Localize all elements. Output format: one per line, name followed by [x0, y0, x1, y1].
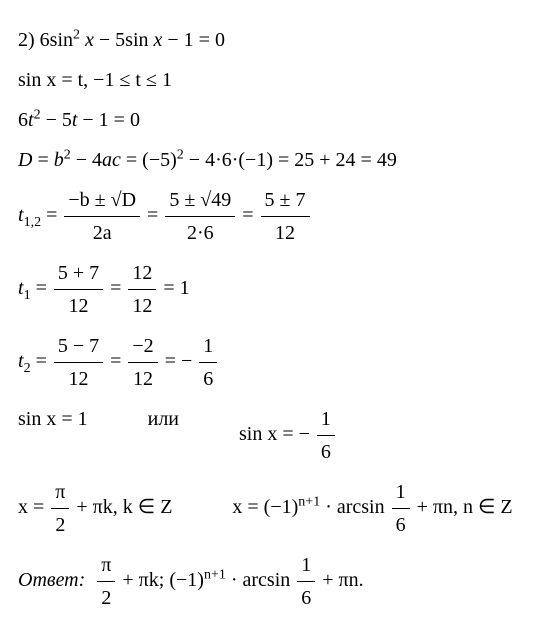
eq2: sin x = t, −1 ≤ t ≤ 1: [18, 69, 172, 91]
equation-line-4: D = b2 − 4ac = (−5)2 − 4·6·(−1) = 25 + 2…: [18, 144, 522, 176]
frac-7-1: 5 − 7 12: [54, 330, 103, 395]
frac-8: 1 6: [317, 403, 335, 468]
frac-7-3: 1 6: [199, 330, 217, 395]
t-sub: 1,2: [24, 215, 42, 230]
equation-line-6: t1 = 5 + 7 12 = 12 12 = 1: [18, 257, 522, 322]
equation-line-3: 6t2 − 5t − 1 = 0: [18, 104, 522, 136]
eq3: 6t2 − 5t − 1 = 0: [18, 109, 140, 131]
frac-6-2: 12 12: [128, 257, 156, 322]
eq1: 2) 6sin2 x − 5sin x − 1 = 0: [18, 29, 225, 51]
frac-7-2: −2 12: [128, 330, 157, 395]
frac-a2: 1 6: [297, 549, 315, 614]
answer-label: Ответ:: [18, 569, 85, 591]
frac-5-2: 5 ± √49 2·6: [165, 184, 235, 249]
eq8-right: sin x = − 1 6: [239, 403, 337, 468]
eq8-left: sin x = 1: [18, 403, 88, 468]
equation-line-2: sin x = t, −1 ≤ t ≤ 1: [18, 64, 522, 96]
frac-5-3: 5 ± 7 12: [261, 184, 310, 249]
equation-line-1: 2) 6sin2 x − 5sin x − 1 = 0: [18, 24, 522, 56]
equation-line-5: t1,2 = −b ± √D 2a = 5 ± √49 2·6 = 5 ± 7 …: [18, 184, 522, 249]
answer-line: Ответ: π 2 + πk; (−1)n+1 · arcsin 1 6 + …: [18, 549, 522, 614]
equation-line-8: sin x = 1 или sin x = − 1 6: [18, 403, 522, 468]
frac-6-1: 5 + 7 12: [54, 257, 103, 322]
eq7-pre: = −: [165, 350, 193, 372]
frac-5-1: −b ± √D 2a: [64, 184, 140, 249]
frac-9l: π 2: [51, 476, 69, 541]
frac-a1: π 2: [97, 549, 115, 614]
eq4: D = b2 − 4ac = (−5)2 − 4·6·(−1) = 25 + 2…: [18, 149, 397, 171]
eq6-rhs: = 1: [163, 277, 189, 299]
t1-sub: 1: [24, 288, 31, 303]
equation-line-9: x = π 2 + πk, k ∈ Z x = (−1)n+1 · arcsin…: [18, 476, 522, 541]
eq9-right: x = (−1)n+1 · arcsin 1 6 + πn, n ∈ Z: [232, 476, 512, 541]
equation-line-7: t2 = 5 − 7 12 = −2 12 = − 1 6: [18, 330, 522, 395]
eq8-mid: или: [148, 403, 179, 468]
eq9-left: x = π 2 + πk, k ∈ Z: [18, 476, 172, 541]
t2-sub: 2: [24, 361, 31, 376]
frac-9r: 1 6: [392, 476, 410, 541]
